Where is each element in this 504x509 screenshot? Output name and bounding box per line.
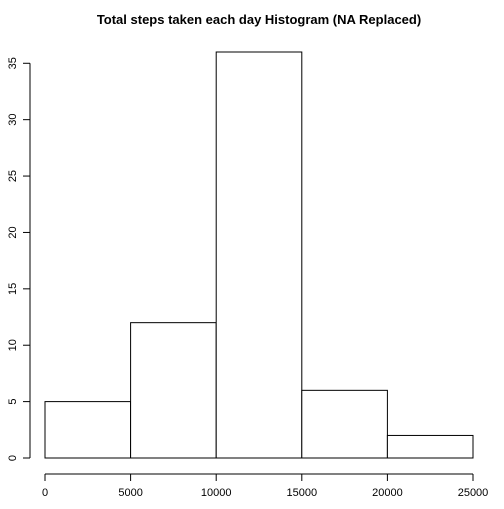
y-tick-label: 15 [7,283,19,295]
y-tick-label: 25 [7,170,19,182]
y-tick-label: 0 [7,455,19,461]
x-tick-label: 20000 [372,487,403,499]
y-tick-label: 5 [7,399,19,405]
histogram-bar-1 [130,322,217,459]
histogram-bar-3 [301,389,388,459]
y-tick-label: 35 [7,57,19,69]
bars-group [44,51,474,459]
x-tick-label: 5000 [118,487,142,499]
x-tick-label: 0 [42,487,48,499]
x-axis: 0 5000 10000 15000 20000 25000 [42,473,489,499]
histogram-bar-0 [44,401,132,459]
chart-title: Total steps taken each day Histogram (NA… [97,12,421,27]
x-tick-label: 25000 [458,487,489,499]
y-axis: 0 5 10 15 20 25 30 35 [7,57,31,461]
x-tick-label: 10000 [201,487,232,499]
histogram-bar-2 [215,51,303,459]
histogram-bar-4 [386,434,474,459]
y-tick-label: 30 [7,114,19,126]
y-tick-label: 10 [7,339,19,351]
x-tick-label: 15000 [287,487,318,499]
y-tick-label: 20 [7,226,19,238]
